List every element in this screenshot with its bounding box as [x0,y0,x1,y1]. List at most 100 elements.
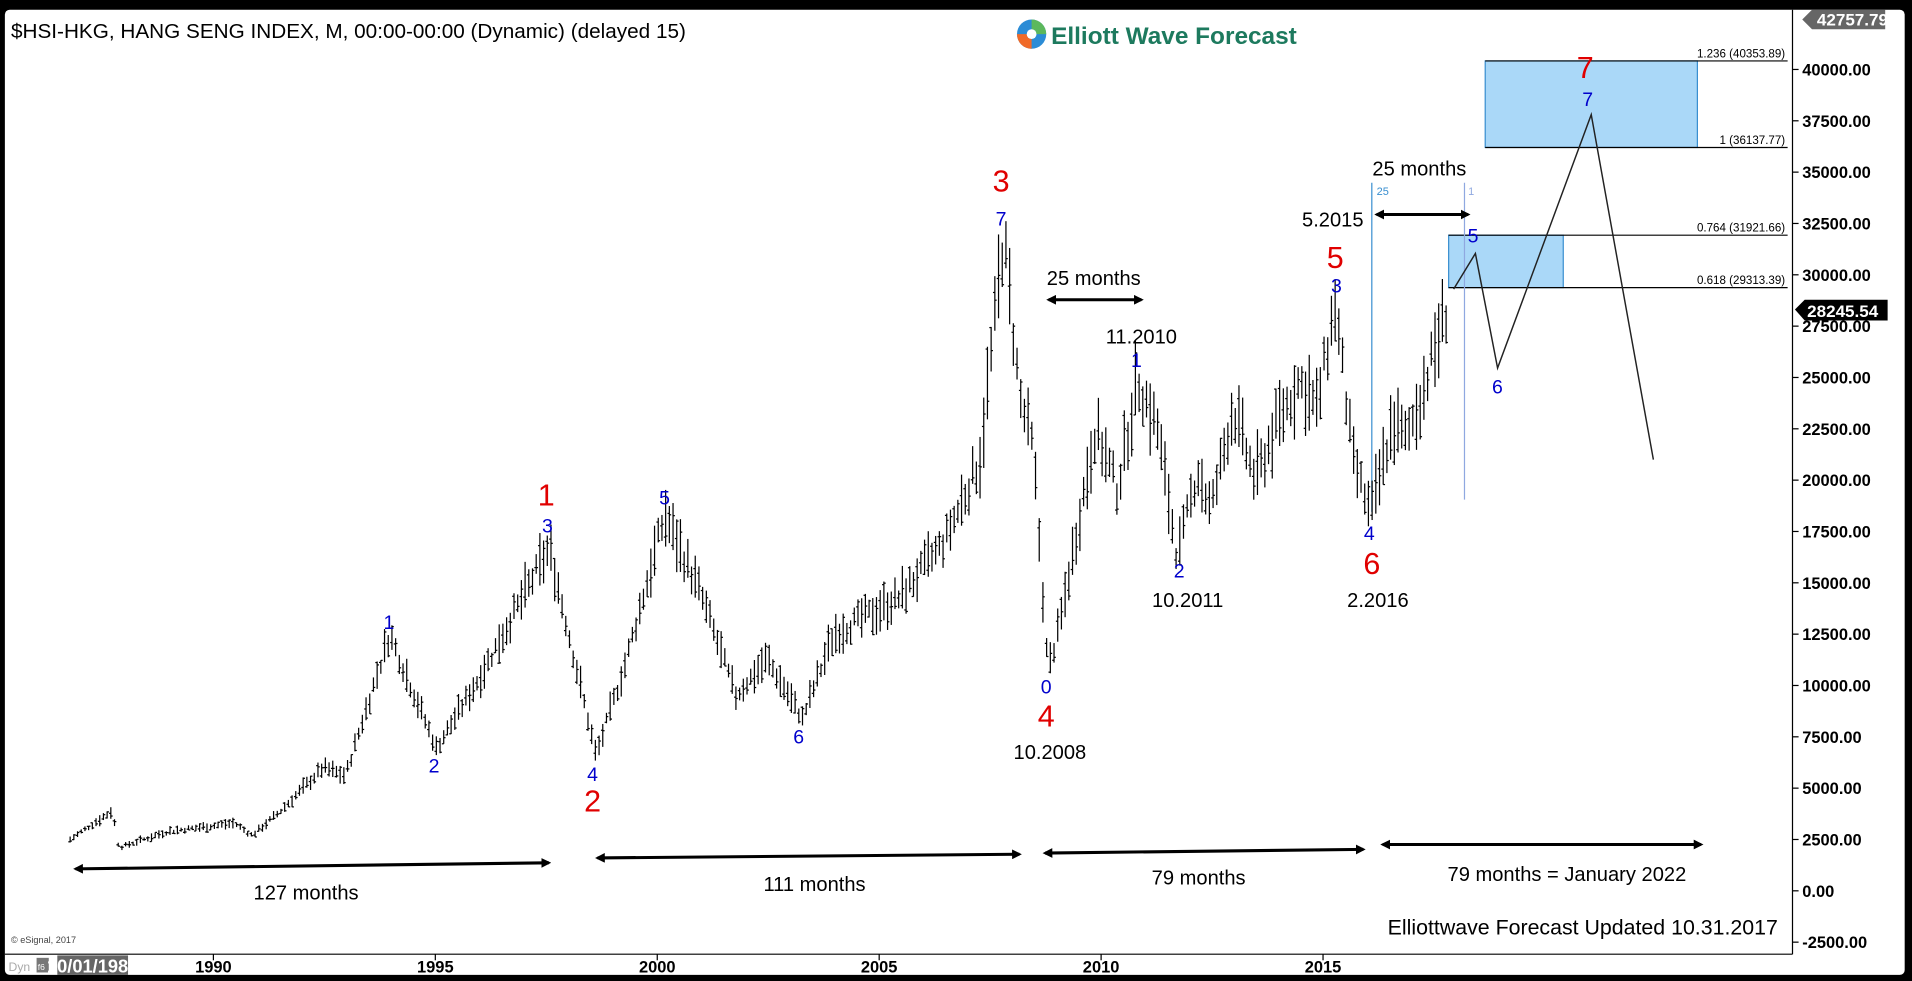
price-bar [375,661,379,689]
price-bar [996,234,1001,319]
price-bar [656,517,661,543]
price-bar [630,626,635,643]
price-bar [974,461,979,495]
price-bar [1362,483,1367,515]
price-bar [674,519,679,573]
price-bar [319,763,324,778]
price-bar [1037,518,1042,562]
price-bar [597,735,601,756]
price-bar [1381,426,1386,486]
price-bar [1214,464,1219,506]
price-bar [937,531,942,556]
chart-canvas [4,9,1905,975]
time-tick-label: 1995 [417,958,454,976]
price-bar [985,346,990,420]
price-bar [1292,365,1297,440]
price-bar [704,590,709,623]
price-bar [600,723,605,747]
price-bar [852,607,857,626]
price-bar [1388,395,1393,460]
price-bar [545,535,550,566]
price-bar [641,588,646,610]
price-bar [1340,337,1345,373]
price-bar [1078,498,1082,552]
price-bar [815,660,820,687]
price-bar [264,819,269,830]
price-tick-label: 25000.00 [1802,370,1871,388]
price-bar [689,566,694,595]
price-bar [1196,460,1201,497]
price-bar [231,817,235,829]
price-bar [1259,438,1263,478]
price-bar [160,830,165,839]
price-bar [1100,431,1104,477]
price-bar [660,514,664,541]
price-bar [1126,421,1130,470]
wave-red-3: 3 [993,164,1010,198]
price-bar [959,474,964,526]
price-bar [182,827,187,834]
price-bar [445,720,450,736]
price-bar [726,663,731,678]
price-bar [1044,638,1049,658]
price-bar [464,685,468,706]
price-bar [489,652,494,667]
price-bar [297,784,302,796]
price-bar [293,791,298,800]
time-tick-label: 2005 [861,958,898,976]
price-bar [926,531,931,577]
last-price-value: 28245.54 [1807,302,1879,321]
price-bar [475,676,479,691]
price-bar [989,326,993,372]
svg-text:f6: f6 [38,962,45,972]
price-bar [1159,424,1164,471]
price-bar [719,631,723,669]
price-bar [1059,596,1064,630]
price-bar [1055,608,1060,642]
price-bar [1229,392,1234,446]
price-bar [534,554,539,574]
projection-path [1453,111,1655,460]
price-bar [260,823,265,832]
price-bar [112,819,117,827]
price-bar [933,535,938,565]
price-bar [1203,483,1208,515]
wave-blue-3b: 3 [1331,275,1342,297]
price-bar [1166,473,1171,535]
price-bar [353,733,357,752]
price-bar [841,613,846,654]
price-bar [86,825,91,831]
price-bar [837,623,842,654]
price-bar [330,760,335,778]
price-bar [1248,445,1252,478]
price-bar [108,807,113,819]
price-bar [1281,388,1286,443]
time-axis: 1990 1995 2000 2005 2010 2015 [195,954,1341,976]
arrow-79-months [1042,844,1366,858]
price-bar [171,829,176,835]
price-bar [208,824,213,831]
price-bar [944,513,949,543]
price-bar [1407,407,1411,451]
last-price-tag [1794,299,1888,321]
price-bar [1418,384,1423,440]
lock-icon[interactable]: f6 [36,957,49,973]
price-bar [649,548,653,598]
price-bar [919,550,923,575]
price-bar [123,842,128,847]
price-bar [878,590,883,632]
price-bar [467,684,472,712]
arrow-111-months [595,849,1022,863]
price-bar [427,720,431,738]
price-bar [1377,449,1382,506]
price-bar [201,822,206,831]
price-bar [911,572,916,598]
price-bar [1440,278,1445,342]
date-label-2015: 5.2015 [1302,210,1364,232]
price-bar [589,724,594,745]
fib-lines [1448,60,1788,289]
price-bar [822,642,827,676]
price-bars [68,221,1448,851]
price-bar [364,697,368,721]
target-zone-upper [1484,60,1698,149]
